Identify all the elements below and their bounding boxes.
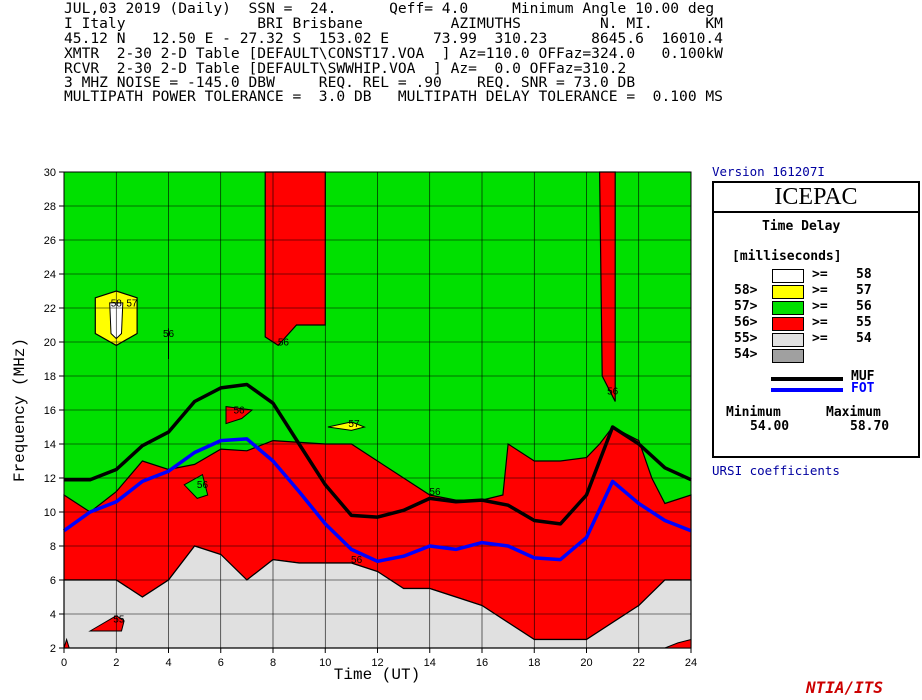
series-lines (62, 382, 692, 564)
series-fot-line (62, 437, 692, 564)
x-tick-label-20: 20 (580, 657, 592, 669)
contour-label-4: 56 (233, 405, 245, 416)
y-tick-label-16: 16 (44, 405, 56, 417)
y-axis-label: Frequency (MHz) (11, 338, 29, 482)
region-red-column (264, 171, 326, 347)
x-tick-label-10: 10 (319, 657, 331, 669)
x-tick-label-24: 24 (685, 657, 697, 669)
header: JUL,03 2019 (Daily) SSN = 24. Qeff= 4.0 … (0, 0, 922, 110)
header-line-7: MULTIPATH POWER TOLERANCE = 3.0 DB MULTI… (64, 88, 723, 105)
header-line-5: RCVR 2-30 2-D Table [DEFAULT\SWWHIP.VOA … (64, 60, 627, 77)
contour-label-10: 56 (351, 555, 363, 566)
y-tick-label-10: 10 (44, 507, 56, 519)
y-tick-label-20: 20 (44, 337, 56, 349)
y-tick-label-28: 28 (44, 201, 56, 213)
contour-label-9: 55 (113, 615, 125, 626)
x-tick-label-8: 8 (270, 657, 276, 669)
header-line-4: XMTR 2-30 2-D Table [DEFAULT\CONST17.VOA… (64, 45, 723, 62)
x-tick-label-0: 0 (61, 657, 67, 669)
y-tick-label-6: 6 (50, 575, 56, 587)
x-axis-ticks: 0 2 4 6 8 10 12 14 16 18 20 22 24 (61, 648, 697, 669)
contour-label-1: 57 (126, 298, 138, 309)
contour-label-0: 58 (111, 298, 123, 309)
x-tick-label-14: 14 (424, 657, 436, 669)
y-tick-label-18: 18 (44, 371, 56, 383)
y-tick-label-26: 26 (44, 235, 56, 247)
header-line-6: 3 MHZ NOISE = -145.0 DBW REQ. REL = .90 … (64, 74, 636, 91)
contour-label-3: 56 (278, 337, 290, 348)
contour-label-2: 56 (163, 329, 175, 340)
region-red-column-right (598, 171, 616, 402)
contour-label-7: 56 (429, 487, 441, 498)
x-tick-label-18: 18 (528, 657, 540, 669)
x-tick-label-4: 4 (165, 657, 171, 669)
x-tick-label-22: 22 (633, 657, 645, 669)
y-tick-label-12: 12 (44, 473, 56, 485)
series-muf-line (64, 382, 692, 526)
y-tick-label-8: 8 (50, 541, 56, 553)
y-tick-label-22: 22 (44, 303, 56, 315)
y-tick-label-30: 30 (44, 167, 56, 179)
contour-label-5: 57 (348, 419, 360, 430)
x-tick-label-2: 2 (113, 657, 119, 669)
contour-label-6: 56 (197, 480, 209, 491)
x-axis-label: Time (UT) (334, 666, 420, 684)
x-tick-label-16: 16 (476, 657, 488, 669)
y-tick-label-4: 4 (50, 609, 56, 621)
y-tick-label-2: 2 (50, 643, 56, 655)
region-yellow-small (327, 421, 367, 431)
header-line-3: 45.12 N 12.50 E - 27.32 S 153.02 E 73.99… (64, 30, 723, 47)
x-tick-label-12: 12 (371, 657, 383, 669)
header-line-1: JUL,03 2019 (Daily) SSN = 24. Qeff= 4.0 … (64, 0, 715, 17)
x-tick-label-6: 6 (218, 657, 224, 669)
contour-label-8: 56 (607, 387, 619, 398)
region-red-island-low (88, 615, 125, 632)
y-tick-label-24: 24 (44, 269, 56, 281)
grid-lines (63, 171, 692, 649)
y-tick-label-14: 14 (44, 439, 56, 451)
header-line-2: I Italy BRI Brisbane AZIMUTHS N. MI. KM (64, 15, 723, 32)
